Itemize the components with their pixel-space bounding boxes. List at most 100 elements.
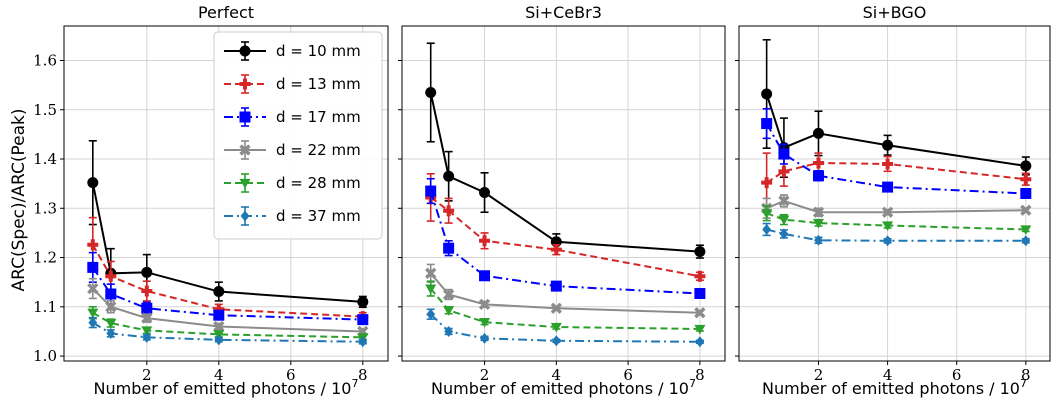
series-line <box>766 199 1026 214</box>
data-point <box>444 325 454 337</box>
legend: d = 10 mm d = 13 mm d = 17 mm d = 22 mm d = … <box>213 31 383 240</box>
legend-marker <box>240 210 250 222</box>
axes-frame <box>401 25 726 362</box>
series-3 <box>425 177 706 300</box>
data-point <box>358 336 368 348</box>
data-point <box>479 187 491 199</box>
legend-marker <box>239 178 251 189</box>
data-point <box>550 302 562 314</box>
data-point <box>1021 235 1031 247</box>
series-line <box>766 228 1026 242</box>
data-point <box>881 206 894 218</box>
series-line <box>91 244 363 318</box>
legend-box <box>213 31 383 240</box>
data-point <box>480 332 489 344</box>
series-5 <box>425 280 706 335</box>
series-line <box>91 266 363 321</box>
series-6 <box>762 222 1031 247</box>
data-point <box>694 307 706 319</box>
data-point <box>425 267 437 279</box>
x-tick-label: 2 <box>480 366 490 384</box>
legend-marker <box>239 45 251 57</box>
data-point <box>357 314 369 326</box>
series-line <box>429 190 700 295</box>
panel-1: 2 4 6 8 1.0 1.1 1.2 1.3 1.4 1.5 1.6 Perfect <box>33 3 389 384</box>
series-line <box>766 161 1026 184</box>
panel-3: 2 4 6 8 Si+BGO <box>735 3 1051 384</box>
data-point <box>478 298 491 310</box>
series-line <box>766 212 1026 231</box>
data-point <box>443 288 455 301</box>
data-point <box>779 228 789 240</box>
x-tick-label: 8 <box>358 366 368 384</box>
legend-marker <box>239 144 251 156</box>
data-point <box>105 318 117 329</box>
legend-entry: d = 10 mm <box>224 41 361 61</box>
data-point <box>812 218 824 229</box>
data-point <box>1020 225 1032 235</box>
legend-marker <box>239 111 251 123</box>
y-tick-label: 1.4 <box>33 150 57 168</box>
x-axis-label: Number of emitted photons / 107 <box>431 377 696 398</box>
data-point <box>761 209 773 219</box>
data-point <box>812 170 824 182</box>
data-point <box>443 306 455 316</box>
data-point <box>778 215 790 226</box>
legend-label: d = 28 mm <box>276 174 361 192</box>
data-point <box>141 285 153 297</box>
series-line <box>765 123 1026 195</box>
x-axis-labels: Number of emitted photons / 107 Number of… <box>94 377 1027 398</box>
y-tick-label: 1.5 <box>33 101 57 119</box>
legend-entry: d = 17 mm <box>224 107 361 127</box>
series-5 <box>761 205 1032 235</box>
data-point <box>761 88 773 100</box>
data-point <box>812 206 825 218</box>
data-point <box>87 239 99 251</box>
y-tick-label: 1.2 <box>33 249 57 267</box>
legend-marker <box>239 78 251 90</box>
data-point <box>141 312 153 324</box>
x-tick-label: 2 <box>142 366 152 384</box>
legend-entry: d = 22 mm <box>224 140 361 160</box>
data-point <box>425 284 437 295</box>
data-point <box>479 270 491 282</box>
data-point <box>551 335 561 347</box>
legend-entry: d = 28 mm <box>224 173 361 193</box>
data-point <box>105 301 117 313</box>
series-line <box>430 196 701 278</box>
data-point <box>443 205 455 217</box>
legend-entry: d = 13 mm <box>224 74 361 94</box>
data-point <box>550 244 562 256</box>
x-tick-label: 4 <box>214 366 224 384</box>
series-3 <box>761 107 1032 199</box>
panel-2: 2 4 6 8 Si+CeBr3 <box>398 3 726 384</box>
data-point <box>87 308 99 319</box>
data-point <box>814 234 823 246</box>
data-point <box>550 280 562 292</box>
data-point <box>443 170 455 182</box>
data-point <box>761 118 773 130</box>
grid <box>739 26 1050 361</box>
data-point <box>443 242 455 254</box>
y-axis-label: ARC(Spec)/ARC(Peak) <box>9 109 29 292</box>
panel-title: Perfect <box>198 3 254 22</box>
data-point <box>882 158 894 170</box>
panel-title: Si+BGO <box>863 3 927 22</box>
x-tick-label: 4 <box>883 366 893 384</box>
series-2 <box>425 172 706 282</box>
x-tick-label: 6 <box>286 366 296 384</box>
x-tick-label: 4 <box>552 366 562 384</box>
data-point <box>479 235 491 247</box>
data-point <box>761 177 773 189</box>
data-point <box>762 223 772 235</box>
axes-frame <box>63 25 389 362</box>
data-point <box>141 326 153 336</box>
series-1 <box>425 42 706 259</box>
series-line <box>429 92 700 253</box>
data-point <box>141 266 153 278</box>
data-point <box>213 309 225 321</box>
data-point <box>882 181 894 193</box>
panels: 2 4 6 8 1.0 1.1 1.2 1.3 1.4 1.5 1.6 Perfect 2 4 6 8 Si+C… <box>33 3 1051 384</box>
y-tick-label: 1.1 <box>33 298 57 316</box>
panel-title: Si+CeBr3 <box>525 3 602 22</box>
